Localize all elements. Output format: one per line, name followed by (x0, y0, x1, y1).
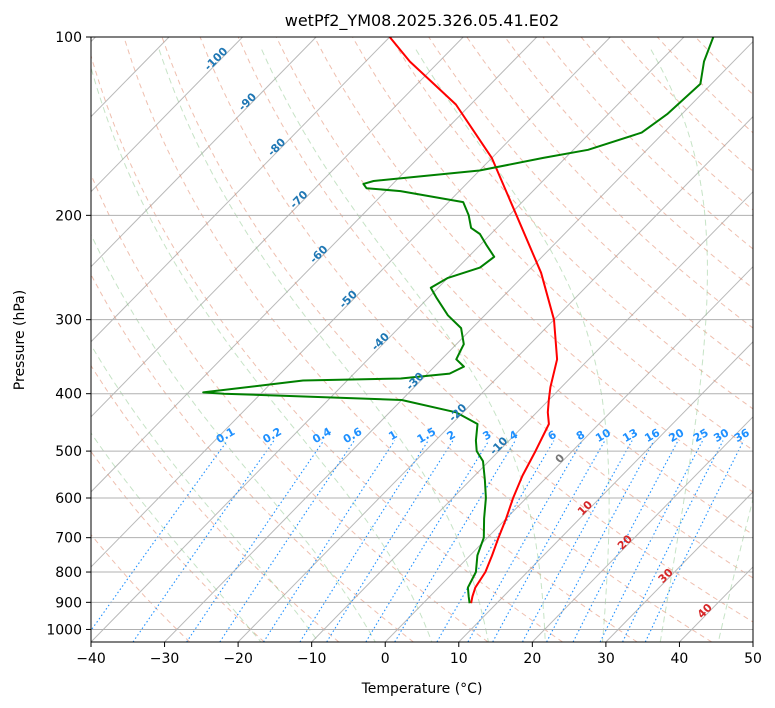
x-axis: −40 −30 −20 −10 0 10 20 30 40 50 (76, 642, 762, 667)
y-tick-label: 500 (55, 444, 82, 460)
x-tick-label: −10 (297, 651, 327, 667)
moist-adiabat-line (91, 432, 262, 642)
isotherm-line (237, 115, 753, 642)
isotherm-line (605, 491, 753, 642)
isotherm-line (458, 341, 753, 642)
isotherm-line (164, 40, 753, 642)
chart-title: wetPf2_YM08.2025.326.05.41.E02 (285, 11, 559, 31)
y-tick-label: 100 (55, 30, 82, 46)
moist-adiabat-line (158, 49, 489, 642)
mixing-ratio-line (219, 440, 355, 642)
temperature-profile-line (388, 37, 559, 604)
y-tick-label: 900 (55, 595, 82, 611)
isotherm-line (91, 37, 391, 343)
isotherm-line (311, 190, 753, 642)
y-tick-label: 700 (55, 531, 82, 547)
mixing-ratio-line (644, 440, 745, 642)
mixing-ratio-line (436, 440, 555, 642)
x-tick-label: −20 (223, 651, 253, 667)
y-axis-title: Pressure (hPa) (12, 290, 28, 390)
y-axis: 1000 900 800 700 600 500 400 300 200 100 (46, 30, 91, 638)
mixing-ratio-line (91, 440, 228, 632)
isotherm-line (91, 37, 685, 642)
moist-adiabat-line (650, 49, 708, 642)
x-tick-label: 20 (523, 651, 541, 667)
mixing-ratio-line (263, 440, 396, 642)
profiles (202, 37, 715, 604)
mixing-ratio-line (299, 440, 429, 642)
x-tick-label: −30 (150, 651, 180, 667)
x-axis-title: Temperature (°C) (361, 681, 483, 697)
isotherm-line (384, 266, 753, 642)
y-tick-label: 300 (55, 313, 82, 329)
y-tick-label: 1000 (46, 622, 82, 638)
y-tick-label: 200 (55, 208, 82, 224)
dry-adiabat-line (428, 37, 753, 369)
y-tick-label: 800 (55, 565, 82, 581)
plot-frame (90, 36, 754, 643)
x-tick-label: 30 (597, 651, 615, 667)
dewpoint-profile-line (202, 37, 715, 604)
x-tick-label: 50 (744, 651, 762, 667)
mixing-ratio-line (622, 440, 724, 642)
dry-adiabat-line (313, 37, 753, 493)
moist-adiabat-line (415, 49, 610, 642)
dry-adiabat-line (466, 37, 753, 329)
plot-area (91, 37, 753, 642)
y-tick-label: 400 (55, 387, 82, 403)
y-tick-label: 600 (55, 491, 82, 507)
x-tick-label: 0 (381, 651, 390, 667)
moist-adiabat-line (91, 233, 376, 642)
moist-adiabat-line (91, 65, 433, 642)
moist-adiabat-line (261, 49, 546, 642)
dry-adiabat-line (91, 53, 563, 642)
mixing-ratio-line (326, 440, 454, 642)
mixing-ratio-line (186, 440, 325, 642)
x-tick-label: 10 (450, 651, 468, 667)
pressure-grid (91, 37, 753, 630)
dry-adiabat-line (91, 364, 340, 642)
x-tick-label: −40 (76, 651, 106, 667)
mixing-ratio-line (492, 440, 606, 642)
isotherm-line (91, 37, 243, 193)
isotherm-line (91, 37, 317, 268)
dry-adiabat-line (123, 37, 638, 642)
isotherm-line (91, 37, 611, 568)
dry-adiabat-line (91, 273, 414, 642)
x-tick-label: 40 (671, 651, 689, 667)
mixing-ratio-line (132, 440, 275, 642)
mixing-ratio-line (467, 440, 583, 642)
isotherm-line (531, 416, 753, 642)
mixing-ratio-line (365, 440, 490, 642)
isotherm-line (91, 37, 464, 418)
mixing-ratio-line (394, 440, 516, 642)
mixing-ratio-line (522, 440, 633, 642)
isotherm-line (91, 37, 538, 493)
